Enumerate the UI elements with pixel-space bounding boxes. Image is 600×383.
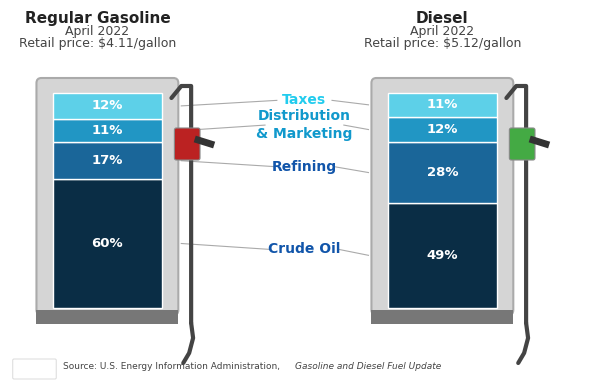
Text: eia: eia [25, 364, 44, 374]
FancyBboxPatch shape [175, 128, 200, 160]
Bar [388, 142, 497, 203]
Bar [371, 310, 514, 324]
Text: Source: U.S. Energy Information Administration,: Source: U.S. Energy Information Administ… [63, 362, 283, 371]
Text: 12%: 12% [427, 123, 458, 136]
FancyBboxPatch shape [37, 78, 178, 315]
Bar [388, 203, 497, 308]
FancyBboxPatch shape [509, 128, 535, 160]
Text: Crude Oil: Crude Oil [268, 242, 341, 256]
Text: Taxes: Taxes [283, 93, 326, 107]
Text: Refining: Refining [272, 160, 337, 173]
Text: Retail price: $4.11/gallon: Retail price: $4.11/gallon [19, 37, 176, 50]
Text: April 2022: April 2022 [410, 25, 475, 38]
Bar [53, 142, 161, 179]
Bar [53, 179, 161, 308]
Text: Diesel: Diesel [416, 11, 469, 26]
Text: Gasoline and Diesel Fuel Update: Gasoline and Diesel Fuel Update [295, 362, 441, 371]
Text: 17%: 17% [92, 154, 123, 167]
Text: Retail price: $5.12/gallon: Retail price: $5.12/gallon [364, 37, 521, 50]
Text: 11%: 11% [92, 124, 123, 137]
Bar [53, 93, 161, 119]
Bar [388, 117, 497, 142]
Text: Regular Gasoline: Regular Gasoline [25, 11, 170, 26]
FancyBboxPatch shape [13, 359, 56, 379]
Bar [37, 310, 178, 324]
Text: 28%: 28% [427, 166, 458, 179]
Text: 12%: 12% [92, 100, 123, 112]
Text: 60%: 60% [92, 237, 123, 250]
Text: 49%: 49% [427, 249, 458, 262]
Bar [53, 119, 161, 142]
Text: Distribution
& Marketing: Distribution & Marketing [256, 110, 353, 141]
Text: April 2022: April 2022 [65, 25, 130, 38]
FancyBboxPatch shape [371, 78, 514, 315]
Text: 11%: 11% [427, 98, 458, 111]
Bar [388, 93, 497, 117]
